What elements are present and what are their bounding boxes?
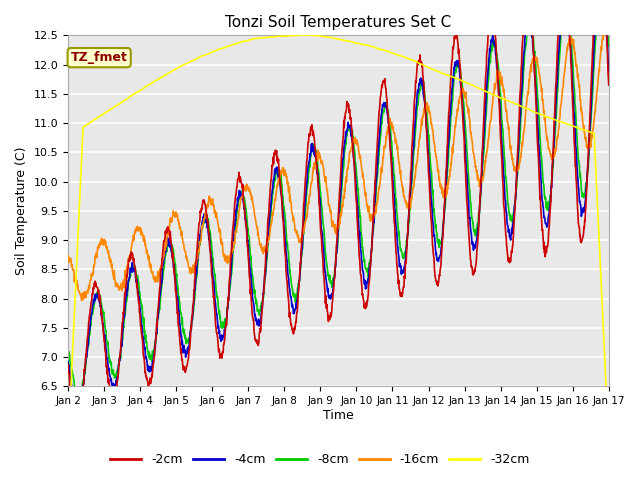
X-axis label: Time: Time xyxy=(323,409,354,422)
Legend: -2cm, -4cm, -8cm, -16cm, -32cm: -2cm, -4cm, -8cm, -16cm, -32cm xyxy=(105,448,535,471)
Text: TZ_fmet: TZ_fmet xyxy=(71,51,127,64)
Y-axis label: Soil Temperature (C): Soil Temperature (C) xyxy=(15,146,28,275)
Title: Tonzi Soil Temperatures Set C: Tonzi Soil Temperatures Set C xyxy=(225,15,451,30)
